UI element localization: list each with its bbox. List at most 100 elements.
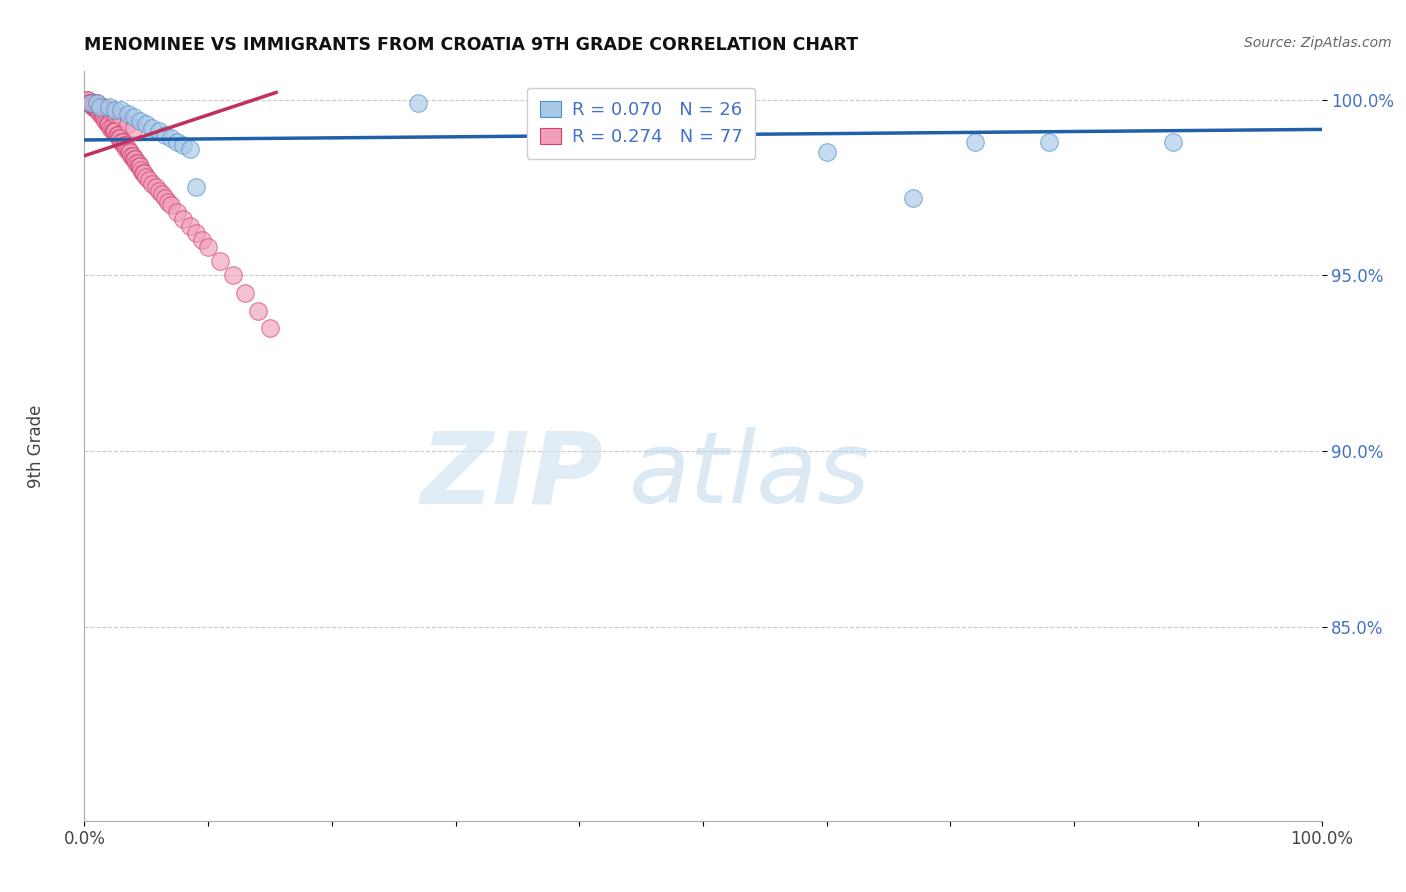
Point: [87, 103, 110, 117]
Point: [233, 285, 256, 300]
Point: [138, 173, 160, 187]
Point: [100, 120, 122, 135]
Point: [1038, 135, 1060, 149]
Point: [128, 159, 150, 173]
Point: [101, 124, 124, 138]
Point: [129, 162, 152, 177]
Point: [79, 95, 101, 110]
Point: [104, 103, 127, 117]
Point: [145, 180, 167, 194]
Point: [141, 177, 163, 191]
Point: [79, 95, 101, 110]
Point: [166, 205, 188, 219]
Point: [121, 149, 143, 163]
Point: [86, 95, 108, 110]
Point: [120, 145, 142, 160]
Point: [83, 99, 105, 113]
Point: [83, 95, 105, 110]
Point: [179, 142, 201, 156]
Point: [172, 212, 194, 227]
Point: [122, 120, 145, 135]
Point: [115, 142, 138, 156]
Point: [98, 120, 121, 135]
Point: [110, 103, 132, 117]
Text: Source: ZipAtlas.com: Source: ZipAtlas.com: [1244, 36, 1392, 50]
Point: [815, 145, 838, 160]
Point: [90, 106, 112, 120]
Point: [120, 149, 142, 163]
Point: [184, 180, 207, 194]
Point: [118, 145, 141, 160]
Point: [129, 159, 152, 173]
Point: [80, 95, 103, 110]
Point: [965, 135, 987, 149]
Point: [259, 321, 281, 335]
Point: [903, 191, 925, 205]
Point: [114, 138, 136, 153]
Point: [77, 95, 100, 110]
Point: [141, 120, 163, 135]
Point: [105, 128, 128, 142]
Point: [117, 106, 139, 120]
Point: [107, 128, 129, 142]
Point: [111, 135, 134, 149]
Point: [98, 103, 121, 117]
Point: [98, 99, 121, 113]
Point: [408, 95, 430, 110]
Legend: Menominee, Immigrants from Croatia: Menominee, Immigrants from Croatia: [501, 885, 905, 892]
Point: [108, 131, 131, 145]
Point: [110, 131, 132, 145]
Point: [82, 99, 104, 113]
Point: [184, 226, 207, 240]
Point: [172, 138, 194, 153]
Point: [153, 128, 176, 142]
Point: [166, 135, 188, 149]
Text: ZIP: ZIP: [420, 427, 605, 524]
Point: [89, 103, 111, 117]
Point: [112, 138, 135, 153]
Point: [117, 117, 139, 131]
Point: [131, 166, 153, 180]
Point: [110, 135, 132, 149]
Point: [122, 153, 145, 167]
Point: [110, 110, 132, 124]
Point: [79, 95, 101, 110]
Point: [117, 142, 139, 156]
Point: [86, 95, 108, 110]
Point: [153, 191, 176, 205]
Point: [197, 240, 219, 254]
Text: MENOMINEE VS IMMIGRANTS FROM CROATIA 9TH GRADE CORRELATION CHART: MENOMINEE VS IMMIGRANTS FROM CROATIA 9TH…: [84, 36, 859, 54]
Point: [86, 103, 108, 117]
Point: [150, 187, 173, 202]
Point: [91, 99, 114, 113]
Point: [96, 113, 118, 128]
Point: [246, 303, 269, 318]
Point: [79, 95, 101, 110]
Point: [76, 93, 98, 107]
Point: [97, 117, 120, 131]
Point: [89, 106, 111, 120]
Point: [124, 153, 146, 167]
Point: [148, 124, 170, 138]
Point: [104, 124, 127, 138]
Point: [135, 169, 157, 184]
Text: atlas: atlas: [628, 427, 870, 524]
Point: [132, 166, 155, 180]
Point: [127, 156, 149, 170]
Point: [94, 113, 117, 128]
Point: [191, 233, 214, 247]
Y-axis label: 9th Grade: 9th Grade: [27, 404, 45, 488]
Point: [160, 131, 183, 145]
Point: [160, 198, 183, 212]
Point: [89, 99, 111, 113]
Point: [77, 93, 100, 107]
Point: [93, 110, 115, 124]
Point: [1161, 135, 1184, 149]
Point: [103, 124, 125, 138]
Point: [222, 268, 245, 283]
Point: [91, 110, 114, 124]
Point: [84, 99, 107, 113]
Point: [209, 254, 232, 268]
Point: [543, 99, 565, 113]
Point: [135, 117, 157, 131]
